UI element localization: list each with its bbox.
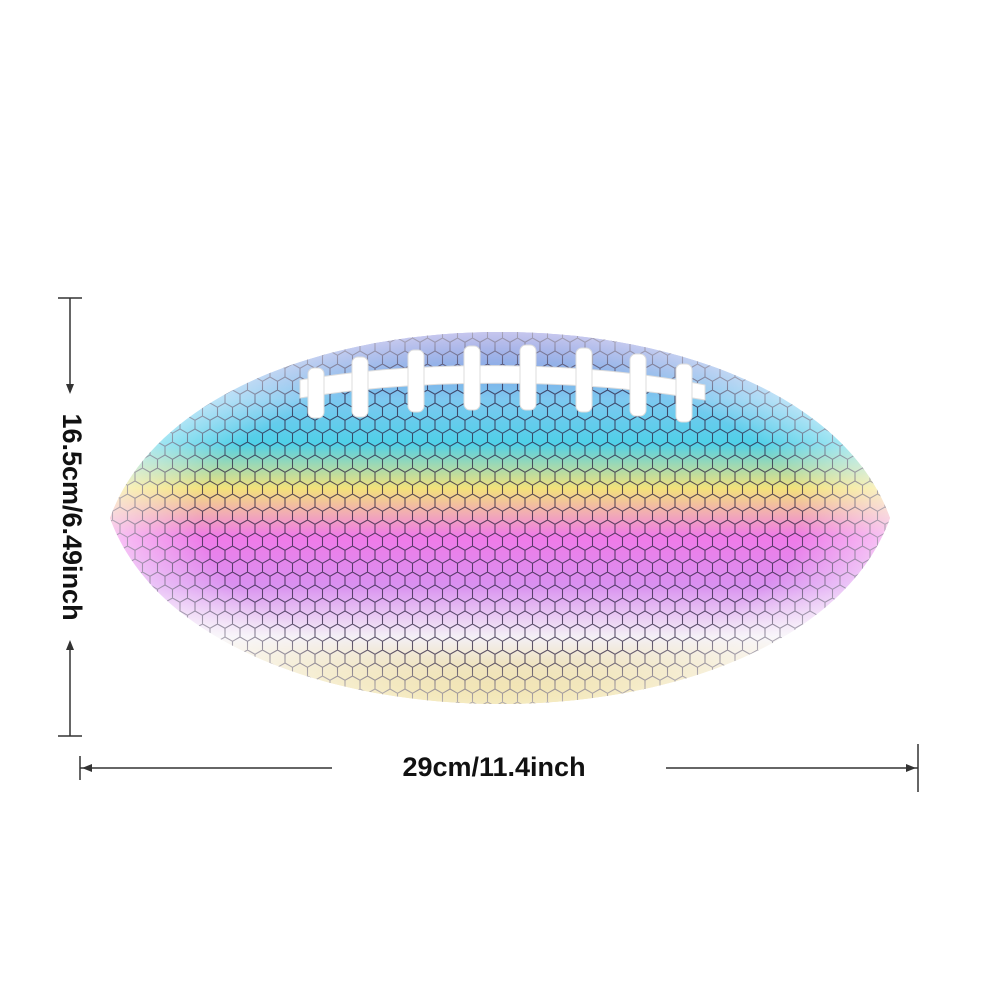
height-label: 16.5cm/6.49inch [57, 413, 87, 620]
laces [299, 344, 706, 423]
ball-glow [110, 332, 890, 704]
football [110, 332, 890, 704]
width-dimension: 29cm/11.4inch [79, 744, 919, 792]
width-label: 29cm/11.4inch [402, 752, 585, 782]
height-dimension: 16.5cm/6.49inch [57, 297, 87, 737]
